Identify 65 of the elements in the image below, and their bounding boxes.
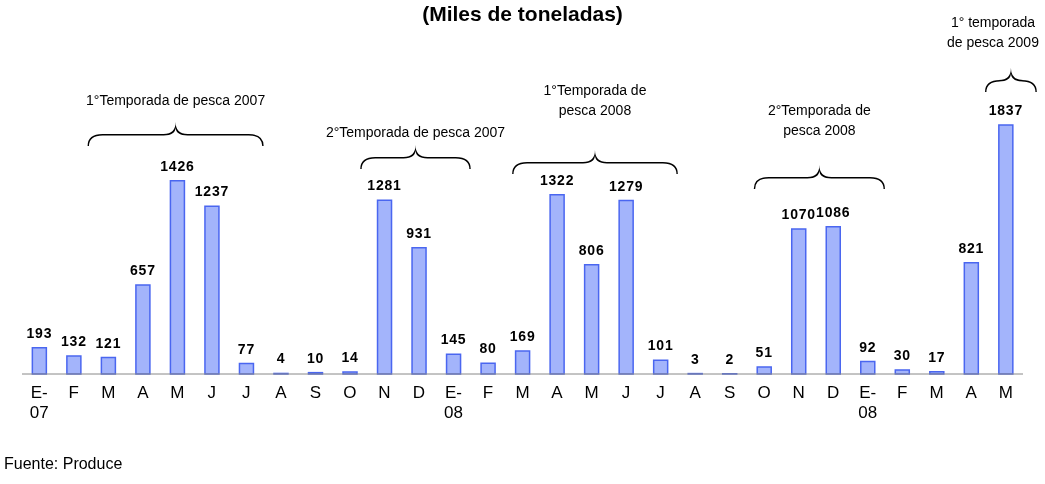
x-tick-label: J <box>207 383 217 402</box>
x-tick-label: N <box>378 383 391 402</box>
chart-title: (Miles de toneladas) <box>422 2 623 25</box>
x-tick-label: D <box>827 383 840 402</box>
x-tick-label: J <box>242 383 251 402</box>
data-label: 132 <box>60 333 87 350</box>
data-label: 1281 <box>367 177 402 194</box>
data-label: 1070 <box>781 205 816 222</box>
data-label: 1322 <box>539 171 575 188</box>
data-label: 3 <box>690 350 700 367</box>
x-tick-label: N <box>792 383 805 402</box>
text: 1° temporada de pesca 2009 <box>946 13 1040 52</box>
data-label: 193 <box>26 324 53 341</box>
x-tick-label: A <box>275 383 288 402</box>
x-tick-label: O <box>343 383 357 402</box>
data-label: 169 <box>509 328 536 345</box>
data-label: 145 <box>440 331 467 348</box>
data-label: 92 <box>859 338 877 355</box>
annotation: 2°Temporada de pesca 2008 <box>766 101 872 140</box>
text: 1°Temporada de pesca 2007 <box>85 91 267 110</box>
data-label: 14 <box>341 349 359 366</box>
x-tick-label: F <box>896 383 908 402</box>
data-label: 657 <box>130 261 156 278</box>
x-tick-label: A <box>965 383 978 402</box>
data-label: 4 <box>276 350 286 367</box>
x-tick-label: S <box>309 383 322 402</box>
data-label: 10 <box>306 349 325 366</box>
x-tick-label: M <box>515 383 530 402</box>
source-note: Fuente: Produce <box>4 455 123 473</box>
x-tick-label: M <box>929 383 944 402</box>
x-tick-label: F <box>482 383 494 402</box>
x-tick-label: O <box>757 383 771 402</box>
x-tick-label: D <box>412 383 426 402</box>
x-tick-label: E-07 <box>29 383 49 422</box>
data-label: 80 <box>479 340 497 357</box>
data-label: 931 <box>406 224 432 241</box>
x-tick-label: S <box>723 383 736 402</box>
data-label: 17 <box>928 348 946 365</box>
x-tick-label: E-08 <box>444 383 463 422</box>
data-label: 30 <box>893 346 911 363</box>
x-tick-label: A <box>689 383 702 402</box>
data-label: 806 <box>578 241 605 258</box>
x-tick-label: A <box>551 383 564 402</box>
data-label: 1279 <box>608 177 644 194</box>
x-tick-label: M <box>101 383 116 402</box>
x-tick-label: M <box>998 383 1013 402</box>
data-label: 51 <box>755 344 773 361</box>
x-tick-label: M <box>584 383 599 402</box>
x-tick-label: J <box>621 383 631 402</box>
data-label: 101 <box>647 337 674 354</box>
data-label: 121 <box>95 334 122 351</box>
data-label: 1086 <box>816 203 851 220</box>
x-tick-label: J <box>656 383 665 402</box>
data-label: 821 <box>958 239 985 256</box>
data-label: 2 <box>725 350 734 367</box>
data-label: 1426 <box>160 157 195 174</box>
annotation: 2°Temporada de pesca 2007 <box>324 123 507 142</box>
data-label: 77 <box>237 340 256 357</box>
x-tick-label: M <box>170 383 185 402</box>
data-label: 1237 <box>194 183 230 200</box>
x-tick-label: A <box>137 383 150 402</box>
x-tick-label: E-08 <box>858 383 878 422</box>
data-label: 1837 <box>988 101 1024 118</box>
text: 1°Temporada de pesca 2008 <box>542 81 648 120</box>
x-tick-label: F <box>68 383 79 402</box>
